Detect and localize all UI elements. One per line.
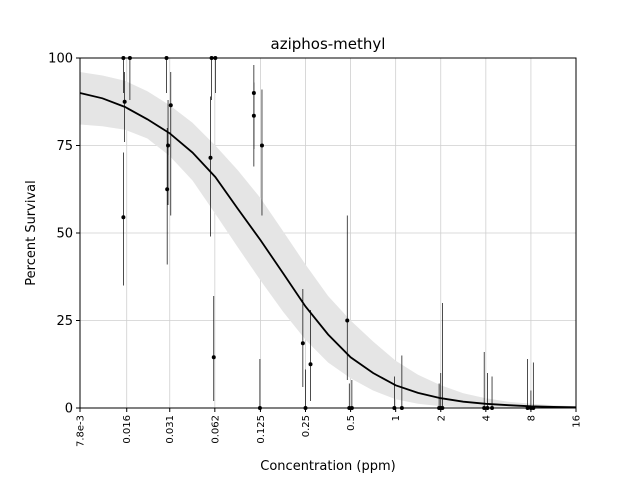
x-tick-label: 4 [481, 415, 492, 421]
x-tick-label: 2 [436, 415, 447, 421]
x-axis-label: Concentration (ppm) [260, 459, 395, 474]
data-point [259, 143, 264, 148]
data-points [121, 56, 536, 410]
data-point [251, 113, 256, 118]
x-tick-label: 16 [572, 415, 583, 428]
x-tick-label: 0.25 [301, 415, 312, 437]
x-tick-label: 8 [526, 415, 537, 421]
data-point [308, 362, 313, 367]
x-tick-label: 0.016 [122, 415, 133, 444]
x-tick-label: 0.5 [346, 415, 357, 431]
fit-curve [79, 92, 577, 409]
y-tick-label: 100 [48, 52, 73, 67]
data-point [165, 187, 170, 192]
confidence-band [80, 72, 576, 408]
data-point [166, 143, 171, 148]
data-point [345, 318, 350, 323]
y-tick-label: 0 [65, 402, 73, 417]
x-tick-label: 0.031 [165, 415, 176, 444]
data-point [208, 155, 213, 160]
data-point [121, 215, 126, 220]
data-point [211, 355, 216, 360]
y-axis-ticks: 0 25 50 75 100 [48, 52, 80, 417]
y-tick-label: 25 [56, 314, 73, 329]
x-axis-ticks: 7.8e-3 0.016 0.031 0.062 0.125 0.25 0.5 1 2 4 8 16 [76, 408, 583, 447]
y-axis-label: Percent Survival [24, 180, 39, 285]
x-tick-label: 7.8e-3 [76, 415, 87, 447]
y-tick-label: 75 [56, 139, 73, 154]
chart-title: aziphos-methyl [271, 35, 386, 53]
x-tick-label: 1 [391, 415, 402, 421]
x-tick-label: 0.062 [210, 415, 221, 444]
y-tick-label: 50 [56, 227, 73, 242]
data-point [168, 103, 173, 108]
x-tick-label: 0.125 [256, 415, 267, 444]
data-point [122, 99, 127, 104]
data-point [300, 341, 305, 346]
